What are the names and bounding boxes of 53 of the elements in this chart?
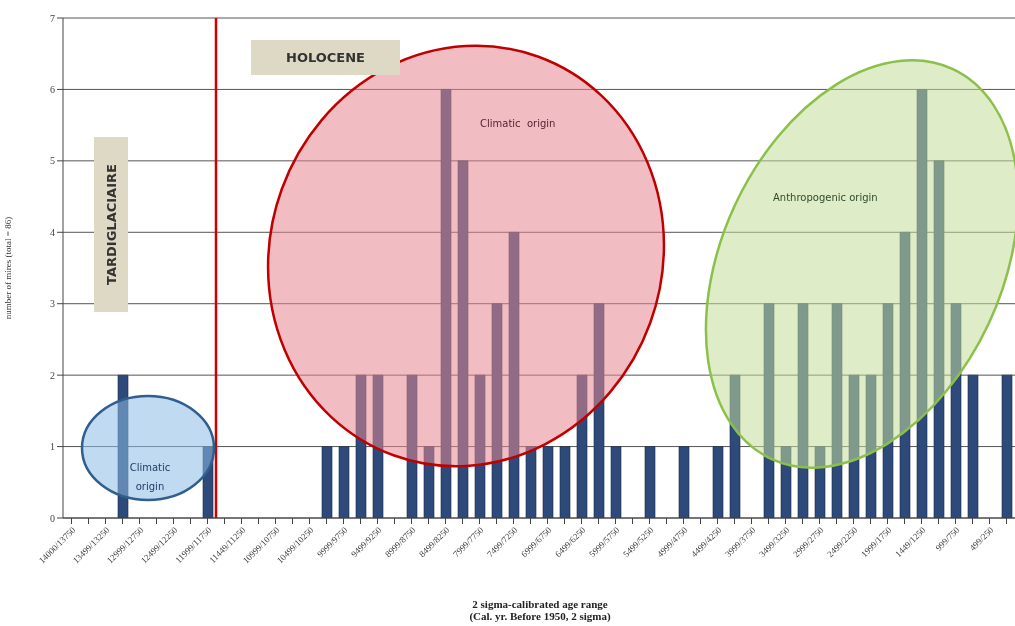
- y-tick-label: 5: [50, 155, 55, 167]
- text-box: TARDIGLACIAIRE: [94, 137, 128, 312]
- bar: [967, 374, 979, 518]
- y-tick-label: 7: [50, 12, 55, 24]
- bar: [576, 374, 588, 518]
- bar: [321, 446, 333, 518]
- bar: [797, 303, 809, 518]
- bar: [508, 231, 520, 518]
- bar: [542, 446, 554, 518]
- bar: [593, 303, 605, 518]
- text-box: HOLOCENE: [251, 40, 400, 75]
- bar: [831, 303, 843, 518]
- bar: [525, 446, 537, 518]
- y-axis-title: number of mires (total = 86): [3, 216, 14, 320]
- bar: [950, 303, 962, 518]
- bar: [610, 446, 622, 518]
- y-tick-label: 3: [50, 298, 55, 310]
- bar: [440, 89, 452, 518]
- annotation: Climatic origin: [480, 118, 556, 129]
- annotation: Climatic origin: [128, 461, 172, 494]
- bar: [933, 160, 945, 518]
- bar: [644, 446, 656, 518]
- bar: [780, 446, 792, 518]
- bar: [712, 446, 724, 518]
- y-tick-label: 2: [50, 369, 55, 381]
- bar: [729, 374, 741, 518]
- x-axis-title: 2 sigma-calibrated age range (Cal. yr. Before 1950, 2 sigma): [468, 598, 612, 622]
- bar: [355, 374, 367, 518]
- bar: [848, 374, 860, 518]
- bar: [202, 446, 214, 518]
- bar: [338, 446, 350, 518]
- bar: [372, 374, 384, 518]
- bar: [1001, 374, 1013, 518]
- bar: [474, 374, 486, 518]
- bar: [406, 374, 418, 518]
- y-tick-label: 4: [50, 226, 55, 238]
- bar: [763, 303, 775, 518]
- bar: [865, 374, 877, 518]
- y-tick-label: 0: [50, 512, 55, 524]
- bar: [814, 446, 826, 518]
- bar: [457, 160, 469, 518]
- bar: [491, 303, 503, 518]
- bar: [117, 374, 129, 518]
- annotation: TARDIGLACIAIRE: [103, 164, 119, 285]
- bar: [423, 446, 435, 518]
- bar: [899, 231, 911, 518]
- bar: [559, 446, 571, 518]
- bar: [916, 89, 928, 518]
- annotation: Anthropogenic origin: [773, 192, 878, 203]
- bar: [678, 446, 690, 518]
- y-tick-label: 6: [50, 83, 55, 95]
- bar: [882, 303, 894, 518]
- y-tick-label: 1: [50, 441, 55, 453]
